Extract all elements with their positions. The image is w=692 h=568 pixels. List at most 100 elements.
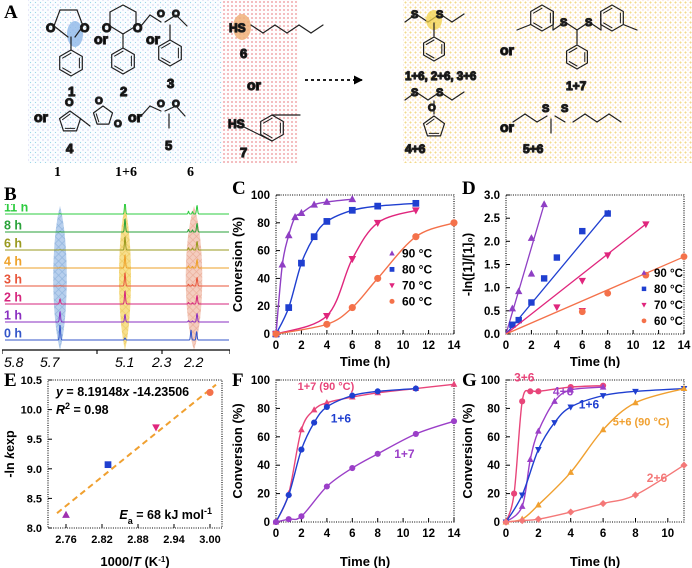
svg-text:or: or: [500, 42, 515, 58]
svg-text:O: O: [172, 99, 180, 110]
svg-text:1.0: 1.0: [484, 283, 500, 295]
svg-text:-ln([1]/[1]₀): -ln([1]/[1]₀): [461, 233, 475, 296]
svg-text:4: 4: [66, 141, 74, 156]
svg-text:S: S: [411, 9, 418, 21]
svg-text:0: 0: [503, 340, 509, 352]
svg-text:0: 0: [273, 528, 279, 540]
svg-text:10: 10: [397, 528, 410, 540]
svg-text:0: 0: [273, 340, 279, 352]
svg-text:7: 7: [240, 145, 247, 160]
svg-text:Time (h): Time (h): [340, 554, 390, 568]
svg-text:Ea = 68 kJ mol-1: Ea = 68 kJ mol-1: [119, 506, 212, 526]
svg-text:60 °C: 60 °C: [402, 294, 432, 308]
svg-text:3 h: 3 h: [4, 273, 22, 287]
svg-text:20: 20: [257, 489, 270, 501]
svg-text:Time (h): Time (h): [570, 554, 620, 568]
svg-text:8: 8: [604, 340, 611, 352]
svg-text:12: 12: [422, 340, 435, 352]
svg-text:11 h: 11 h: [4, 204, 28, 215]
svg-text:14: 14: [678, 340, 691, 352]
svg-text:or: or: [128, 109, 143, 125]
svg-text:S: S: [560, 17, 567, 29]
svg-text:or: or: [500, 119, 515, 135]
svg-text:O: O: [102, 21, 111, 35]
svg-text:70 °C: 70 °C: [654, 300, 683, 312]
svg-text:1 h: 1 h: [4, 309, 22, 323]
svg-text:40: 40: [257, 273, 270, 285]
svg-text:0: 0: [264, 517, 270, 529]
svg-text:10: 10: [627, 340, 640, 352]
svg-text:60: 60: [487, 432, 500, 444]
svg-text:or: or: [146, 31, 161, 47]
svg-text:5.8: 5.8: [4, 354, 24, 368]
svg-text:0: 0: [503, 528, 509, 540]
svg-text:2.82: 2.82: [91, 534, 112, 546]
svg-text:10.0: 10.0: [21, 405, 42, 417]
svg-text:2.0: 2.0: [484, 236, 500, 248]
svg-text:6: 6: [349, 340, 355, 352]
svg-text:or: or: [247, 77, 262, 93]
svg-text:S: S: [436, 87, 443, 99]
svg-text:S: S: [585, 17, 592, 29]
svg-text:HS: HS: [228, 117, 245, 131]
svg-text:S: S: [436, 9, 443, 21]
svg-text:90 °C: 90 °C: [402, 246, 432, 260]
svg-text:3: 3: [167, 76, 174, 91]
svg-text:20: 20: [487, 489, 500, 501]
svg-text:R2 = 0.98: R2 = 0.98: [56, 401, 109, 417]
svg-text:2.5: 2.5: [484, 213, 501, 225]
svg-text:0 h: 0 h: [4, 327, 22, 341]
svg-text:O: O: [95, 96, 103, 107]
svg-text:3.00: 3.00: [199, 534, 220, 546]
svg-text:O: O: [114, 119, 122, 130]
svg-text:O: O: [46, 21, 55, 35]
svg-text:1+7: 1+7: [566, 79, 587, 93]
svg-text:2.3: 2.3: [151, 354, 172, 368]
svg-text:S: S: [561, 103, 568, 115]
svg-text:3.0: 3.0: [484, 190, 500, 202]
svg-text:60: 60: [257, 432, 270, 444]
svg-text:Conversion (%): Conversion (%): [230, 217, 245, 312]
svg-text:4: 4: [324, 340, 331, 352]
svg-text:1+6, 2+6, 3+6: 1+6, 2+6, 3+6: [405, 71, 476, 83]
svg-text:4: 4: [324, 528, 331, 540]
svg-text:2: 2: [528, 340, 534, 352]
svg-text:Time (h): Time (h): [340, 354, 390, 368]
svg-text:2: 2: [298, 528, 304, 540]
svg-text:1+6: 1+6: [331, 412, 352, 426]
svg-text:12: 12: [652, 340, 665, 352]
svg-text:9.5: 9.5: [27, 434, 42, 446]
svg-text:80: 80: [257, 218, 270, 230]
svg-text:40: 40: [257, 460, 270, 472]
svg-text:60: 60: [257, 246, 270, 258]
svg-text:4+6: 4+6: [405, 142, 426, 156]
svg-text:20: 20: [257, 301, 270, 313]
svg-text:O: O: [172, 9, 180, 20]
svg-text:10: 10: [397, 340, 410, 352]
svg-text:HS: HS: [229, 21, 246, 35]
svg-text:2: 2: [120, 84, 127, 99]
svg-text:8.0: 8.0: [27, 523, 42, 535]
svg-text:4 h: 4 h: [4, 255, 22, 269]
svg-text:12: 12: [422, 528, 435, 540]
svg-text:9.0: 9.0: [27, 464, 42, 476]
svg-text:-ln kexp: -ln kexp: [3, 430, 17, 478]
svg-text:40: 40: [487, 460, 500, 472]
svg-text:80: 80: [257, 403, 270, 415]
svg-text:90 °C: 90 °C: [654, 268, 683, 280]
svg-text:8: 8: [632, 528, 639, 540]
svg-text:5.1: 5.1: [115, 354, 134, 368]
svg-text:8: 8: [374, 528, 381, 540]
svg-text:O: O: [133, 21, 142, 35]
svg-text:2: 2: [298, 340, 304, 352]
svg-text:5+6 (90 °C): 5+6 (90 °C): [613, 416, 670, 428]
svg-text:2.76: 2.76: [55, 534, 76, 546]
svg-text:or: or: [34, 109, 49, 125]
svg-text:Conversion (%): Conversion (%): [460, 403, 475, 498]
svg-text:2.88: 2.88: [127, 534, 148, 546]
svg-text:1.5: 1.5: [484, 260, 501, 272]
svg-text:2.94: 2.94: [163, 534, 185, 546]
svg-text:1+6: 1+6: [579, 397, 600, 411]
svg-text:6: 6: [349, 528, 355, 540]
svg-text:0.0: 0.0: [484, 329, 500, 341]
